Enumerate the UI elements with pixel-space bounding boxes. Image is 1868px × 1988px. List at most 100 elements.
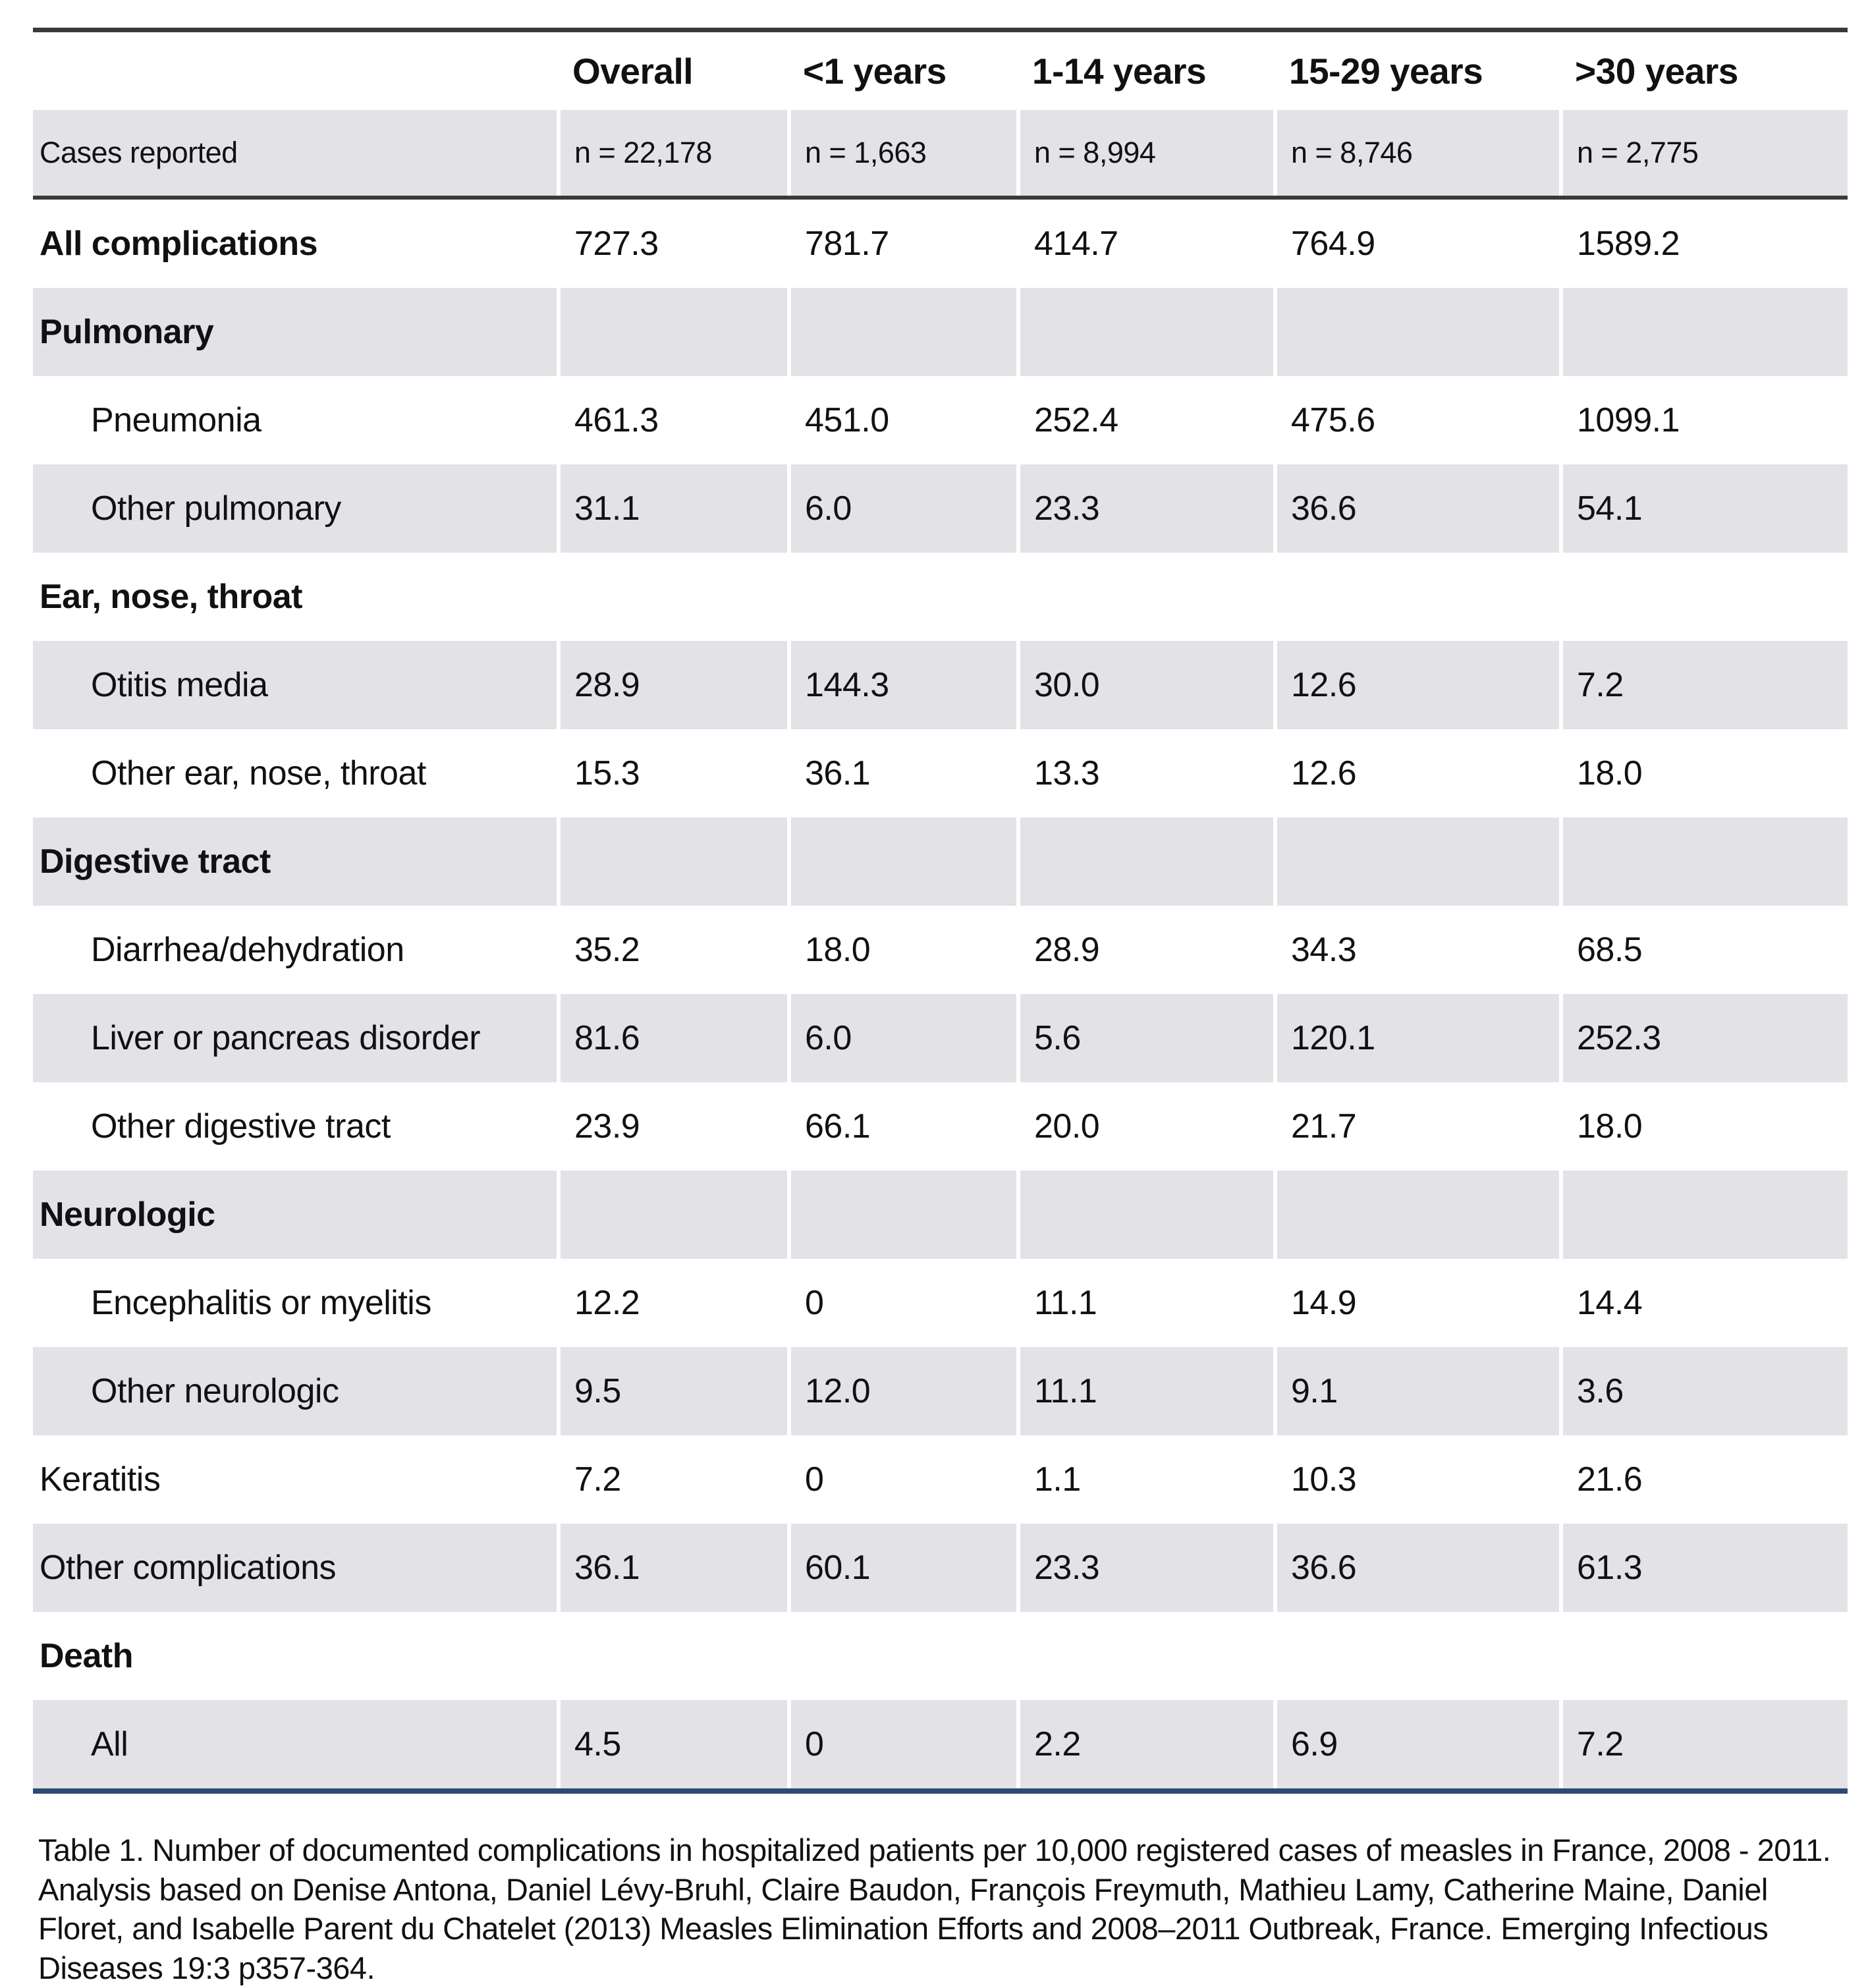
- cell-value: 1589.2: [1559, 198, 1848, 288]
- row-label: Other pulmonary: [33, 464, 559, 553]
- table-row: Pneumonia 461.3 451.0 252.4 475.6 1099.1: [33, 376, 1848, 464]
- cell-value: [787, 288, 1018, 376]
- cell-value: 120.1: [1273, 994, 1561, 1082]
- cell-value: [787, 1612, 1018, 1700]
- cell-value: 36.6: [1273, 1524, 1561, 1612]
- cell-value: 475.6: [1273, 376, 1561, 464]
- column-header-blank: [33, 30, 559, 111]
- cell-value: 36.1: [787, 729, 1018, 817]
- cell-value: 11.1: [1016, 1259, 1275, 1347]
- row-label: All: [33, 1700, 559, 1794]
- cell-value: 0: [787, 1700, 1018, 1794]
- table-row: Encephalitis or myelitis 12.2 0 11.1 14.…: [33, 1259, 1848, 1347]
- cell-value: [557, 553, 789, 641]
- cell-value: 36.6: [1273, 464, 1561, 553]
- row-label: Other complications: [33, 1524, 559, 1612]
- cell-value: n = 2,775: [1559, 110, 1848, 200]
- cell-value: 35.2: [557, 906, 789, 994]
- cell-value: [787, 553, 1018, 641]
- cell-value: 81.6: [557, 994, 789, 1082]
- cell-value: 11.1: [1016, 1347, 1275, 1435]
- complications-table: Overall <1 years 1-14 years 15-29 years …: [33, 28, 1848, 1794]
- cell-value: [1273, 1612, 1561, 1700]
- cell-value: 414.7: [1016, 198, 1275, 288]
- cell-value: [1273, 288, 1561, 376]
- cell-value: 23.3: [1016, 464, 1275, 553]
- cell-value: [557, 288, 789, 376]
- table-row: Other pulmonary 31.1 6.0 23.3 36.6 54.1: [33, 464, 1848, 553]
- column-header-1-14-years: 1-14 years: [1032, 51, 1207, 92]
- cell-value: 66.1: [787, 1082, 1018, 1171]
- cell-value: 21.7: [1273, 1082, 1561, 1171]
- cell-value: [557, 1171, 789, 1259]
- cell-value: 12.2: [557, 1259, 789, 1347]
- cell-value: 60.1: [787, 1524, 1018, 1612]
- cell-value: 15.3: [557, 729, 789, 817]
- cell-value: [1273, 817, 1561, 906]
- cell-value: [1016, 1612, 1275, 1700]
- cell-value: [1016, 817, 1275, 906]
- cell-value: 34.3: [1273, 906, 1561, 994]
- cell-value: [1273, 1171, 1561, 1259]
- cell-value: 23.3: [1016, 1524, 1275, 1612]
- cell-value: [1559, 1612, 1848, 1700]
- cell-value: 12.0: [787, 1347, 1018, 1435]
- row-label: Diarrhea/dehydration: [91, 931, 404, 969]
- cell-value: 764.9: [1273, 198, 1561, 288]
- cell-value: 23.9: [557, 1082, 789, 1171]
- column-header-over-30-years: >30 years: [1575, 51, 1738, 92]
- cell-value: n = 8,746: [1273, 110, 1561, 200]
- table-row: Pulmonary: [33, 288, 1848, 376]
- row-label: Other neurologic: [33, 1347, 559, 1435]
- table-row: Death: [33, 1612, 1848, 1700]
- cell-value: 252.3: [1559, 994, 1848, 1082]
- cell-value: 781.7: [787, 198, 1018, 288]
- row-label: Liver or pancreas disorder: [33, 994, 559, 1082]
- cell-value: 7.2: [1559, 1700, 1848, 1794]
- table-row: Liver or pancreas disorder 81.6 6.0 5.6 …: [33, 994, 1848, 1082]
- cell-value: 18.0: [787, 906, 1018, 994]
- cell-value: 12.6: [1273, 641, 1561, 729]
- cell-value: 30.0: [1016, 641, 1275, 729]
- cell-value: 4.5: [557, 1700, 789, 1794]
- table-row: All 4.5 0 2.2 6.9 7.2: [33, 1700, 1848, 1794]
- table-row: Cases reported n = 22,178 n = 1,663 n = …: [33, 110, 1848, 200]
- cell-value: 144.3: [787, 641, 1018, 729]
- cell-value: [787, 1171, 1018, 1259]
- cell-value: [1016, 1171, 1275, 1259]
- cell-value: n = 22,178: [557, 110, 789, 200]
- cell-value: 61.3: [1559, 1524, 1848, 1612]
- cell-value: [1016, 288, 1275, 376]
- cell-value: 1.1: [1016, 1435, 1275, 1524]
- table-caption: Table 1. Number of documented complicati…: [38, 1833, 1831, 1986]
- table-row: Other digestive tract 23.9 66.1 20.0 21.…: [33, 1082, 1848, 1171]
- cell-value: 727.3: [557, 198, 789, 288]
- cell-value: 54.1: [1559, 464, 1848, 553]
- row-label: Other ear, nose, throat: [91, 754, 426, 792]
- cell-value: 10.3: [1273, 1435, 1561, 1524]
- cell-value: [1559, 553, 1848, 641]
- row-label: Neurologic: [33, 1171, 559, 1259]
- cell-value: 6.0: [787, 464, 1018, 553]
- cell-value: 6.9: [1273, 1700, 1561, 1794]
- table-row: Diarrhea/dehydration 35.2 18.0 28.9 34.3…: [33, 906, 1848, 994]
- cell-value: 13.3: [1016, 729, 1275, 817]
- cell-value: [787, 817, 1018, 906]
- cell-value: 36.1: [557, 1524, 789, 1612]
- table-row: Keratitis 7.2 0 1.1 10.3 21.6: [33, 1435, 1848, 1524]
- table-row: Other complications 36.1 60.1 23.3 36.6 …: [33, 1524, 1848, 1612]
- cell-value: [1559, 817, 1848, 906]
- cell-value: 14.4: [1559, 1259, 1848, 1347]
- cell-value: [557, 817, 789, 906]
- header-row: Overall <1 years 1-14 years 15-29 years …: [33, 30, 1848, 111]
- cell-value: 12.6: [1273, 729, 1561, 817]
- cell-value: 0: [787, 1435, 1018, 1524]
- row-label: Keratitis: [40, 1460, 161, 1499]
- cell-value: 461.3: [557, 376, 789, 464]
- row-label: Digestive tract: [33, 817, 559, 906]
- cell-value: 5.6: [1016, 994, 1275, 1082]
- row-label: Ear, nose, throat: [40, 578, 302, 616]
- cell-value: 14.9: [1273, 1259, 1561, 1347]
- column-header-15-29-years: 15-29 years: [1289, 51, 1483, 92]
- cell-value: 451.0: [787, 376, 1018, 464]
